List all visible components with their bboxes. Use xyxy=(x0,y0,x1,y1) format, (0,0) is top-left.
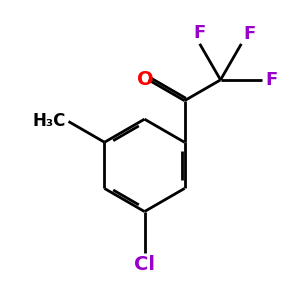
Text: F: F xyxy=(194,24,206,42)
Text: F: F xyxy=(244,25,256,43)
Text: H₃C: H₃C xyxy=(33,112,66,130)
Text: F: F xyxy=(265,71,277,89)
Text: Cl: Cl xyxy=(134,256,155,274)
Text: O: O xyxy=(137,70,154,89)
